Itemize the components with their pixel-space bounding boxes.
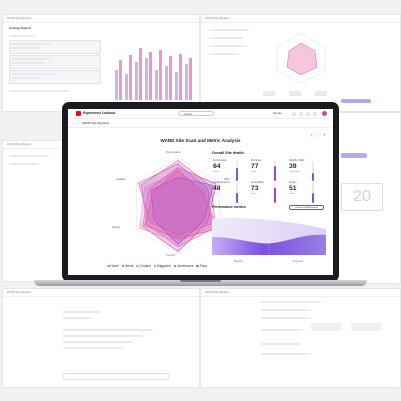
download-icon[interactable]: ⤓ bbox=[311, 133, 313, 137]
app-logo-icon bbox=[76, 111, 81, 116]
metric-bar bbox=[274, 161, 276, 181]
metric-bar bbox=[312, 161, 314, 181]
legend-item-adventures[interactable]: Adventures bbox=[173, 264, 193, 268]
bg-panel-title: WAND Site Migration bbox=[201, 289, 400, 297]
radar-series-about bbox=[142, 167, 217, 252]
legend-item-magazine[interactable]: Magazine bbox=[153, 264, 171, 268]
laptop-screen: Experience Lookout ⌕ Search... People ‹ … bbox=[68, 109, 333, 275]
metric-technical-score: Technical Score 48 Score bbox=[213, 181, 238, 206]
notifications-icon[interactable] bbox=[299, 111, 303, 116]
radar-series-adventures bbox=[150, 176, 214, 245]
bg-panel-title: WAND Site Migration bbox=[201, 15, 400, 23]
radar-axis-label: Usability bbox=[116, 178, 126, 181]
bg-panel-top-left: WAND Site Migration Getting Started bbox=[2, 14, 200, 112]
bg-radar bbox=[276, 32, 326, 84]
metric-performance: Performance 64 Score bbox=[213, 159, 238, 184]
bg-bar-chart bbox=[113, 45, 195, 100]
performance-area-chart bbox=[212, 215, 326, 255]
radar-axis-label: SEO bbox=[224, 178, 230, 181]
help-icon[interactable] bbox=[292, 111, 296, 116]
edit-icon[interactable]: ✎ bbox=[323, 133, 327, 137]
radar-axis-line bbox=[136, 205, 179, 231]
settings-icon[interactable] bbox=[313, 111, 317, 116]
metric-bot-score: Bot Score 77 Score bbox=[251, 159, 276, 184]
tab-wand-site-migration[interactable]: WAND Site Migration bbox=[82, 120, 110, 125]
radar-axis-label: Performance bbox=[166, 151, 181, 154]
bg-panel-top-right: WAND Site Migration bbox=[200, 14, 401, 112]
radar-series-shop bbox=[144, 169, 218, 239]
legend-item-about[interactable]: About bbox=[121, 264, 133, 268]
search-icon: ⌕ bbox=[180, 111, 182, 116]
radar-legend: Home About Contact Magazine Adventures S… bbox=[107, 264, 207, 268]
app-title: Experience Lookout bbox=[83, 111, 116, 115]
performance-title: Performance metrics bbox=[212, 205, 246, 209]
radar-axis-line bbox=[177, 181, 220, 207]
bg-panel-title: WAND Site Migration bbox=[3, 141, 67, 149]
metric-bar bbox=[236, 183, 238, 203]
avatar[interactable] bbox=[322, 111, 327, 116]
metric-bar bbox=[274, 183, 276, 203]
metric-bar bbox=[236, 161, 238, 181]
bg-panel-bottom-left: WAND Site Migration bbox=[2, 288, 200, 388]
apps-icon[interactable] bbox=[306, 111, 310, 116]
search-placeholder: Search... bbox=[184, 113, 195, 116]
bg-panel-subtitle: Getting Started bbox=[9, 26, 31, 30]
radar-axis-label: Content bbox=[166, 254, 176, 257]
metric-monthly-traffic: Monthly Traffic 39 Thousands bbox=[289, 159, 314, 184]
radar-chart: Performance SEO Accessibility Content De… bbox=[108, 146, 248, 262]
metric-design: Design 51 Score bbox=[289, 181, 314, 206]
bg-panel-bottom-right: WAND Site Migration bbox=[200, 288, 401, 388]
back-arrow-icon[interactable]: ‹ bbox=[74, 120, 75, 125]
site-health-title: Overall Site Health bbox=[212, 151, 244, 155]
laptop-notch bbox=[180, 280, 221, 282]
legend-item-home[interactable]: Home bbox=[107, 264, 119, 268]
radar-axis-line bbox=[136, 181, 179, 207]
radar-axis-label: Design bbox=[112, 226, 121, 229]
review-ai-button[interactable]: Review with AI Assistant bbox=[289, 205, 324, 210]
legend-item-contact[interactable]: Contact bbox=[136, 264, 151, 268]
more-icon[interactable]: ⋮ bbox=[317, 133, 321, 137]
page-title: WAND Site Scan and Metric Analysis bbox=[160, 138, 241, 143]
perf-foot-left: Baseline bbox=[234, 260, 244, 263]
app-topbar: Experience Lookout ⌕ Search... People bbox=[68, 109, 333, 119]
bg-panel-title: WAND Site Migration bbox=[3, 289, 199, 297]
radar-series-magazine bbox=[138, 163, 211, 236]
laptop-base bbox=[34, 280, 367, 286]
tab-bar: ‹ WAND Site Migration bbox=[68, 119, 333, 128]
metric-accessibility: Accessibility 73 Score bbox=[251, 181, 276, 206]
people-menu[interactable]: People bbox=[273, 111, 282, 115]
bg-panel-title: WAND Site Migration bbox=[3, 15, 199, 23]
bg-panel-mid-right: 20 bbox=[336, 112, 401, 284]
perf-foot-right: Projected bbox=[293, 260, 304, 263]
legend-item-shop[interactable]: Shop bbox=[196, 264, 207, 268]
search-input[interactable]: ⌕ Search... bbox=[178, 111, 214, 116]
metric-bar bbox=[312, 183, 314, 203]
bg-panel-mid-left: WAND Site Migration bbox=[2, 140, 68, 282]
